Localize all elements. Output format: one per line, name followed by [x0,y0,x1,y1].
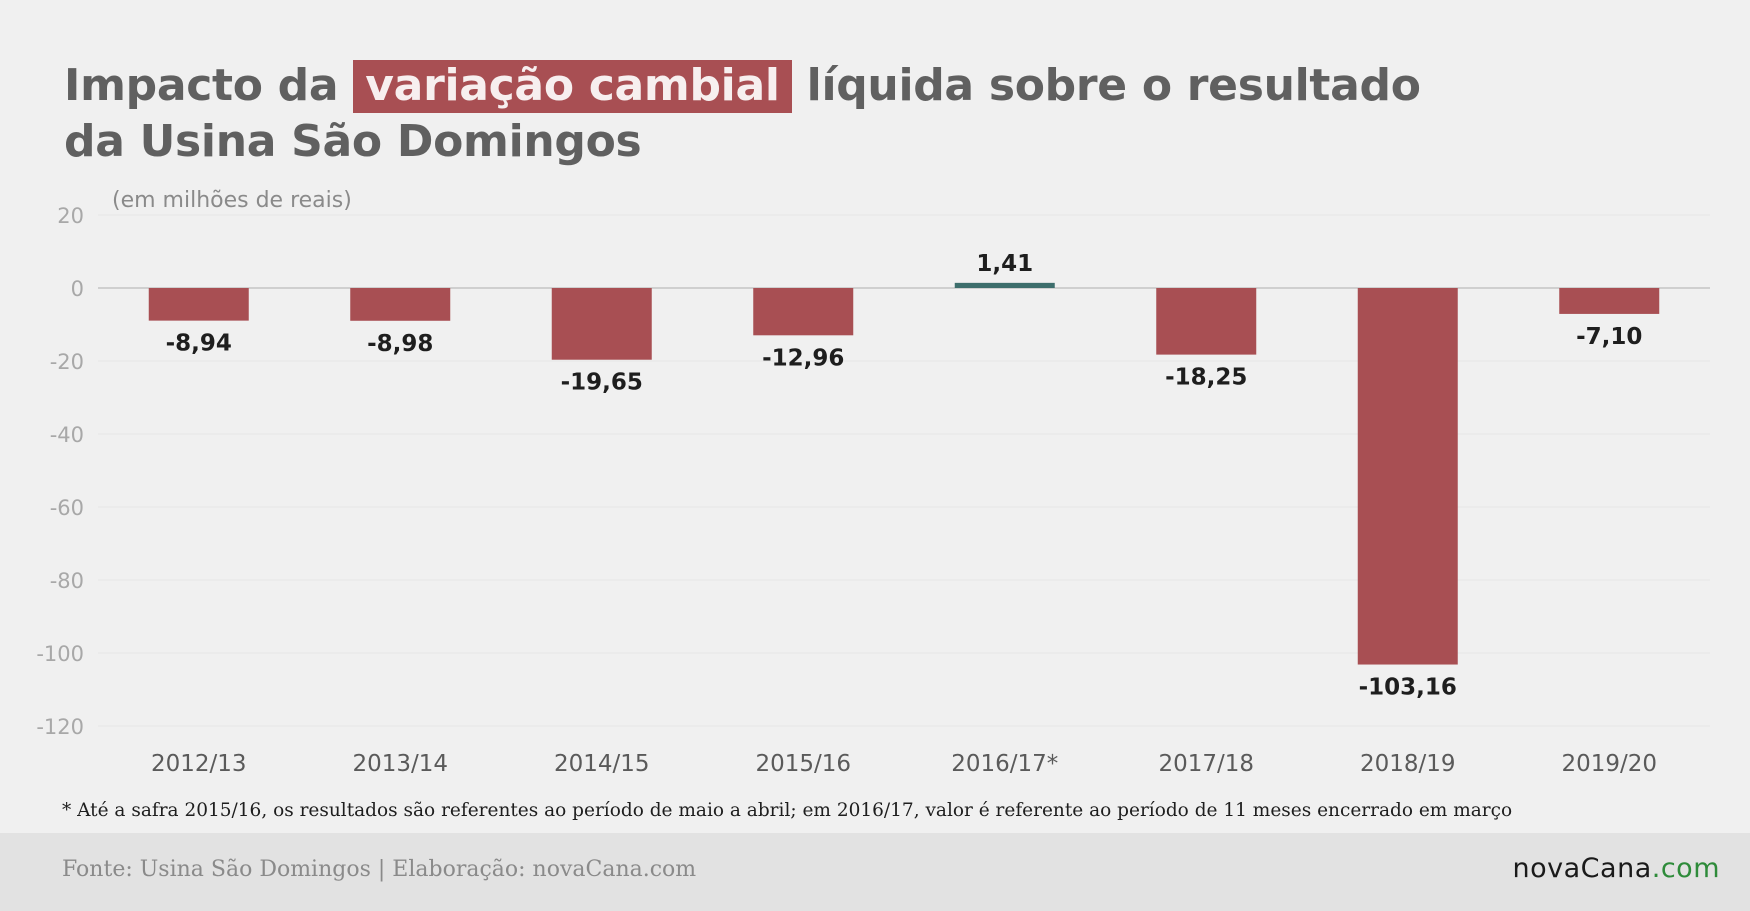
x-axis-ticks: 2012/13 2013/14 2014/15 2015/16 2016/17* 2017… [151,751,1657,777]
title-part-2: líquida sobre o resultado [806,60,1421,111]
bar [551,288,652,360]
data-label: -19,65 [561,370,643,396]
y-tick-label: 0 [71,277,84,301]
footnote: * Até a safra 2015/16, os resultados são… [62,800,1513,821]
logo-suffix: .com [1651,853,1720,884]
source-text: Fonte: Usina São Domingos | Elaboração: … [62,857,697,882]
footer: Fonte: Usina São Domingos | Elaboração: … [0,833,1750,911]
x-tick-label: 2018/19 [1360,751,1456,777]
x-tick-label: 2016/17* [951,751,1058,777]
y-tick-label: -60 [50,496,84,520]
data-label: -103,16 [1359,675,1457,701]
y-tick-label: -40 [50,423,84,447]
x-tick-label: 2019/20 [1561,751,1657,777]
y-tick-label: -120 [36,715,84,739]
bar [1357,288,1458,665]
data-label: -8,98 [367,331,433,357]
data-label: -12,96 [762,345,844,371]
novacana-logo: novaCana.com [1513,853,1720,884]
bar [753,288,854,336]
x-tick-label: 2017/18 [1158,751,1254,777]
x-tick-label: 2015/16 [755,751,851,777]
bar [954,282,1055,288]
data-label: -18,25 [1165,365,1247,391]
title-part-1: Impacto da [64,60,339,111]
logo-main: novaCana [1512,853,1652,884]
bar [148,288,249,321]
x-tick-label: 2014/15 [554,751,650,777]
x-tick-label: 2012/13 [151,751,247,777]
x-tick-label: 2013/14 [352,751,448,777]
chart-subtitle: (em milhões de reais) [112,188,352,213]
y-axis-ticks: 20 0 -20 -40 -60 -80 -100 -120 [36,204,84,739]
grid-layer [98,214,1710,727]
data-label: 1,41 [976,251,1033,277]
y-tick-label: -100 [36,642,84,666]
bar-chart: 20 0 -20 -40 -60 -80 -100 -120 (em milhões de r… [36,188,1710,777]
bar [350,288,451,321]
y-tick-label: -80 [50,569,84,593]
title-line-2: da Usina São Domingos [64,116,642,167]
bar [1559,288,1660,314]
chart-title: Impacto da variação cambial líquida sobr… [64,58,1421,170]
y-tick-label: 20 [57,204,84,228]
value-labels: -8,94 -8,98 -19,65 -12,96 1,41 -18,25 -103,16 -… [166,251,1643,701]
y-tick-label: -20 [50,350,84,374]
data-label: -7,10 [1576,324,1642,350]
bar [1156,288,1257,355]
title-highlight: variação cambial [353,60,792,113]
data-label: -8,94 [166,331,232,357]
bars [148,282,1660,665]
